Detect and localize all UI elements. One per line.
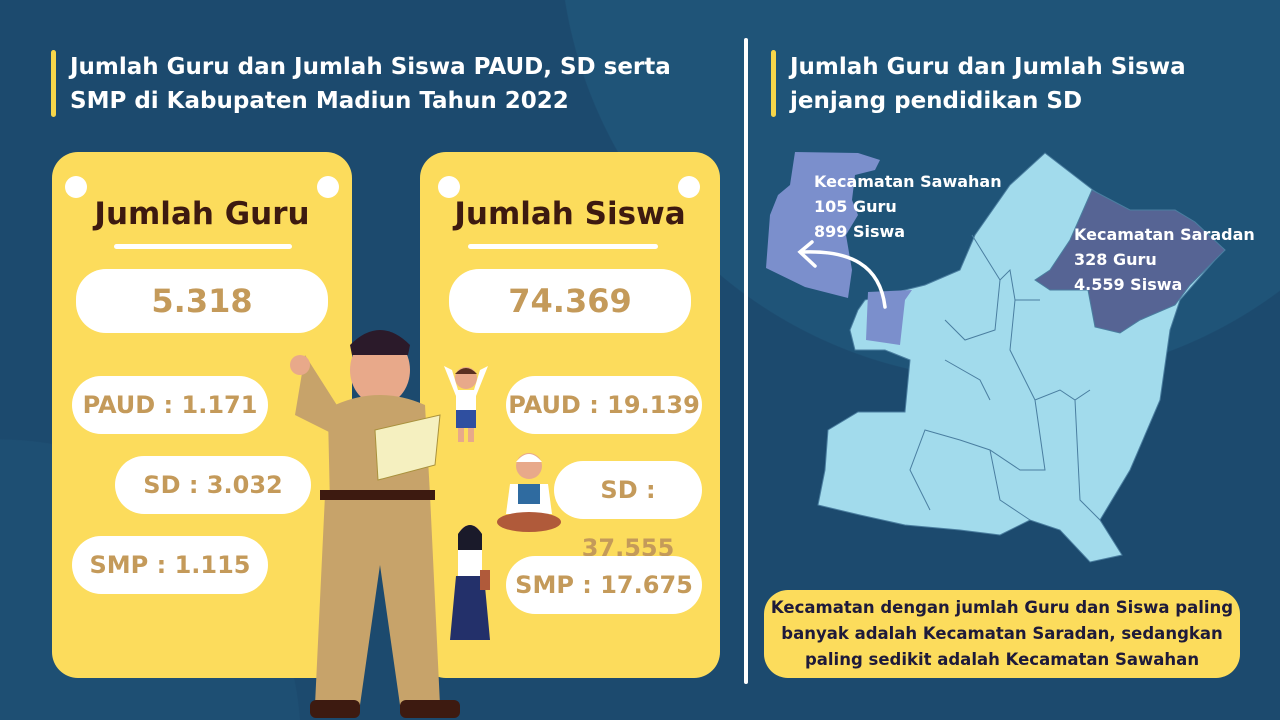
guru-paud: PAUD : 1.171: [72, 376, 268, 434]
right-title: Jumlah Guru dan Jumlah Siswa jenjang pen…: [790, 50, 1186, 118]
student-boy-illustration: [444, 366, 488, 442]
heading-underline: [114, 244, 292, 249]
madiun-map: [766, 152, 1226, 563]
note-line1: Kecamatan dengan jumlah Guru dan Siswa p…: [770, 598, 1234, 617]
saradan-siswa: 4.559 Siswa: [1074, 275, 1183, 294]
guru-smp: SMP : 1.115: [72, 536, 268, 594]
siswa-paud: PAUD : 19.139: [506, 376, 702, 434]
map-district-lines: [909, 234, 1101, 521]
sawahan-guru: 105 Guru: [814, 197, 897, 216]
card-hole: [438, 176, 460, 198]
guru-total: 5.318: [76, 269, 328, 333]
saradan-guru: 328 Guru: [1074, 250, 1157, 269]
card-hole: [65, 176, 87, 198]
map-region-sawahan: [866, 290, 912, 345]
student-girl-illustration: [450, 525, 490, 640]
student-reading-illustration: [497, 453, 561, 532]
map-region-saradan: [1034, 189, 1226, 334]
sawahan-name: Kecamatan Sawahan: [814, 172, 1002, 191]
divider: [744, 38, 748, 684]
sawahan-siswa: 899 Siswa: [814, 222, 906, 241]
saradan-name: Kecamatan Saradan: [1074, 225, 1255, 244]
card-hole: [317, 176, 339, 198]
note-line3: paling sedikit adalah Kecamatan Sawahan: [804, 650, 1200, 669]
title-accent-bar: [51, 50, 56, 117]
saradan-label: Kecamatan Saradan 328 Guru 4.559 Siswa: [1074, 222, 1255, 297]
right-title-line1: Jumlah Guru dan Jumlah Siswa: [790, 54, 1186, 80]
siswa-total: 74.369: [449, 269, 691, 333]
title-accent-bar: [771, 50, 776, 117]
siswa-heading: Jumlah Siswa: [454, 196, 686, 232]
note-line2: banyak adalah Kecamatan Saradan, sedangk…: [781, 624, 1223, 643]
teacher-illustration: [290, 330, 460, 718]
guru-heading: Jumlah Guru: [94, 196, 310, 232]
right-title-line2: jenjang pendidikan SD: [790, 88, 1083, 114]
conclusion-note: Kecamatan dengan jumlah Guru dan Siswa p…: [764, 590, 1240, 678]
heading-underline: [468, 244, 658, 249]
left-title: Jumlah Guru dan Jumlah Siswa PAUD, SD se…: [70, 50, 671, 118]
guru-sd: SD : 3.032: [115, 456, 311, 514]
siswa-smp: SMP : 17.675: [506, 556, 702, 614]
left-title-line2: SMP di Kabupaten Madiun Tahun 2022: [70, 88, 569, 114]
left-title-line1: Jumlah Guru dan Jumlah Siswa PAUD, SD se…: [70, 54, 671, 80]
card-hole: [678, 176, 700, 198]
siswa-sd: SD : 37.555: [554, 461, 702, 562]
map-region-sawahan: [766, 152, 880, 298]
arrow-icon: [797, 240, 887, 309]
sawahan-label: Kecamatan Sawahan 105 Guru 899 Siswa: [814, 169, 1002, 244]
